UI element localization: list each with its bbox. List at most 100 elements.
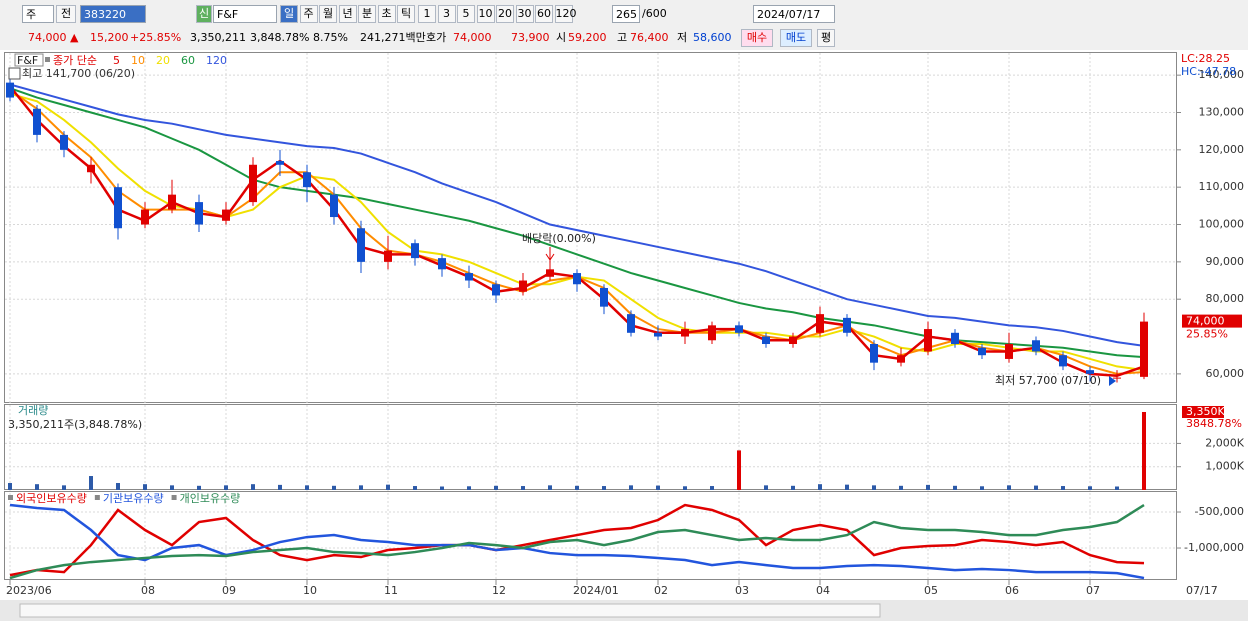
- volume-bar: [251, 484, 255, 490]
- volume-bar: [1142, 411, 1146, 490]
- legend-swatch: [171, 495, 177, 500]
- y-tick-label: -500,000: [1195, 505, 1244, 518]
- high-note: 최고 141,700 (06/20): [22, 67, 135, 80]
- legend-entry: 기관보유수량: [103, 492, 164, 505]
- count-input[interactable]: 265: [612, 5, 640, 23]
- x-tick-label: 2023/06: [6, 584, 52, 597]
- y-tick-label: -1,000,000: [1184, 541, 1244, 554]
- low-note: 최저 57,700 (07/10): [995, 374, 1101, 387]
- holding-frame: [4, 491, 1177, 580]
- volume-bar: [764, 485, 768, 490]
- volume-bar: [359, 485, 363, 490]
- legend-entry: 5: [113, 54, 120, 67]
- volume-bar: [737, 450, 741, 490]
- candle-body: [546, 269, 554, 277]
- x-tick-label: 06: [1005, 584, 1019, 597]
- legend-entry: 20: [156, 54, 170, 67]
- high-icon: [8, 67, 21, 80]
- quote-label: 호가: [426, 31, 447, 44]
- amount: 241,271백만: [360, 31, 426, 44]
- candle-body: [816, 314, 824, 333]
- volume-bar: [8, 483, 12, 490]
- dividend-note: 배당락(0.00%): [522, 232, 596, 245]
- volume-bar: [305, 485, 309, 490]
- period-button[interactable]: 년: [338, 5, 357, 23]
- chart-bg: [0, 50, 1248, 600]
- x-tick-label: 03: [735, 584, 749, 597]
- legend-swatch: [45, 57, 50, 62]
- market-select[interactable]: 주: [22, 5, 54, 23]
- volume: 3,350,211: [190, 31, 246, 44]
- period-button[interactable]: 분: [358, 5, 376, 23]
- legend-swatch: [8, 495, 13, 500]
- period-button[interactable]: 3: [437, 5, 456, 23]
- change: 15,200: [90, 31, 129, 44]
- y-tick-label: 120,000: [1199, 143, 1245, 156]
- candle-body: [924, 329, 932, 352]
- line: [9, 83, 1145, 347]
- period-button[interactable]: 1: [418, 5, 436, 23]
- x-tick-label: 11: [384, 584, 398, 597]
- candle-body: [330, 194, 338, 218]
- volume-bar: [35, 484, 39, 490]
- period-button[interactable]: 5: [457, 5, 475, 23]
- volume-bar: [818, 484, 822, 490]
- dividend-arrow: [545, 247, 555, 261]
- period-button[interactable]: 월: [319, 5, 337, 23]
- period-button[interactable]: 주: [299, 5, 318, 23]
- high-label: 고: [617, 31, 628, 44]
- candle-body: [843, 317, 851, 333]
- x-end-label: 07/17: [1186, 584, 1218, 597]
- period-button[interactable]: 120: [554, 5, 577, 23]
- candle-body: [33, 108, 41, 135]
- x-tick-label: 07: [1086, 584, 1100, 597]
- candle-body: [789, 336, 797, 345]
- volume-bar: [332, 485, 336, 490]
- name-input[interactable]: F&F: [213, 5, 277, 23]
- volume-bar: [845, 484, 849, 490]
- y-tick-label: 130,000: [1199, 105, 1245, 118]
- code-input[interactable]: 383220: [80, 5, 146, 23]
- y-tick-label: 1,000K: [1205, 460, 1244, 473]
- candle-body: [897, 355, 905, 363]
- candle-body: [1113, 377, 1121, 379]
- x-tick-label: 02: [654, 584, 668, 597]
- sell-button[interactable]: 매도: [780, 29, 812, 47]
- period-button[interactable]: 틱: [397, 5, 415, 23]
- x-tick-label: 09: [222, 584, 236, 597]
- high: 76,400: [630, 31, 669, 44]
- candle-body: [6, 82, 14, 98]
- legend-entry: 60: [181, 54, 195, 67]
- prev-button[interactable]: 전: [56, 5, 76, 23]
- candle-body: [438, 258, 446, 270]
- volume-bar: [872, 485, 876, 490]
- period-button[interactable]: 10: [476, 5, 495, 23]
- period-button[interactable]: 60: [535, 5, 553, 23]
- volume-bar: [980, 486, 984, 490]
- legend-entry: 외국인보유수량: [16, 492, 87, 505]
- period-button[interactable]: 초: [377, 5, 396, 23]
- period-button[interactable]: 30: [515, 5, 534, 23]
- candle-body: [87, 164, 95, 173]
- candle-body: [519, 280, 527, 292]
- period-button[interactable]: 20: [496, 5, 514, 23]
- legend-title: F&F: [17, 54, 38, 67]
- legend-ma-label: 종가 단순: [53, 54, 97, 67]
- avg-button[interactable]: 평: [817, 29, 835, 47]
- scroll-track[interactable]: [19, 603, 881, 618]
- buy-button[interactable]: 매수: [741, 29, 773, 47]
- volume-bar: [413, 486, 417, 490]
- rate-tag: 3848.78%: [1186, 417, 1242, 430]
- date-input[interactable]: 2024/07/17: [753, 5, 835, 23]
- x-tick-label: 04: [816, 584, 830, 597]
- volume-bar: [197, 485, 201, 490]
- volume-bar: [683, 486, 687, 490]
- volume-bar: [899, 485, 903, 490]
- volume-bar: [656, 485, 660, 490]
- candle-body: [600, 287, 608, 307]
- period-button[interactable]: 일: [280, 5, 298, 23]
- legend-box: [14, 53, 44, 67]
- volume-bar: [548, 485, 552, 490]
- volume-rate: 3,848.78%: [250, 31, 310, 44]
